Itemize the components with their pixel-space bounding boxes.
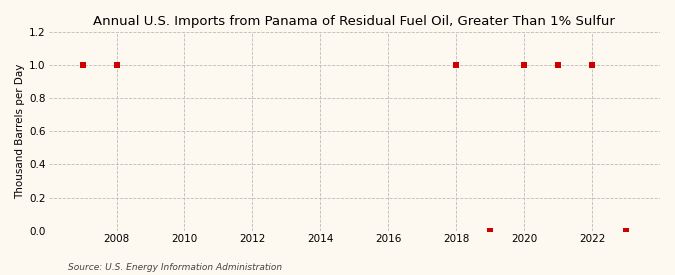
Text: Source: U.S. Energy Information Administration: Source: U.S. Energy Information Administ… (68, 263, 281, 272)
Y-axis label: Thousand Barrels per Day: Thousand Barrels per Day (15, 64, 25, 199)
Title: Annual U.S. Imports from Panama of Residual Fuel Oil, Greater Than 1% Sulfur: Annual U.S. Imports from Panama of Resid… (93, 15, 615, 28)
